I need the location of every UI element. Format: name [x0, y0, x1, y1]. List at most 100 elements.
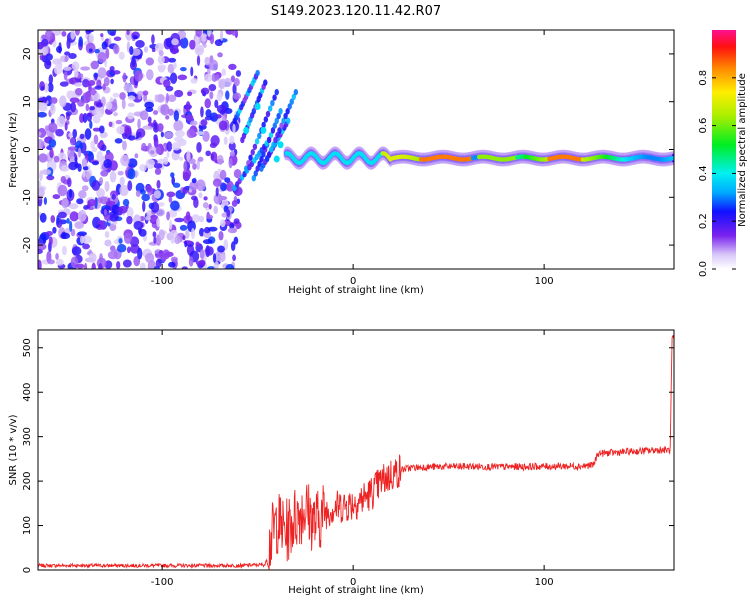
noise-blob [172, 182, 181, 188]
noise-blob [126, 207, 134, 219]
noise-blob [98, 262, 103, 269]
noise-blob [142, 200, 146, 212]
noise-blob [53, 155, 60, 163]
noise-blob [145, 184, 153, 193]
noise-blob [194, 36, 200, 47]
noise-blob [69, 137, 76, 146]
noise-blob [134, 153, 139, 159]
noise-blob [38, 238, 41, 245]
chirp-blob [267, 151, 272, 158]
noise-blob [186, 128, 196, 139]
noise-blob [119, 92, 126, 100]
noise-blob [115, 119, 123, 125]
spectrogram-x-tick-label: 100 [535, 276, 554, 287]
noise-blob [45, 231, 53, 236]
noise-blob [208, 59, 219, 71]
spectrogram-y-tick-label: -10 [22, 189, 33, 205]
noise-blob [119, 184, 129, 197]
noise-blob [170, 229, 178, 237]
spectrogram-x-tick-label: -100 [151, 276, 174, 287]
noise-blob [214, 39, 223, 47]
chirp-blob [261, 121, 266, 129]
noise-blob [53, 64, 63, 75]
noise-blob [127, 112, 134, 120]
noise-blob [38, 50, 45, 56]
noise-blob [170, 172, 175, 178]
chirp-blob [276, 112, 281, 120]
noise-blob [64, 51, 71, 56]
noise-blob [170, 256, 178, 263]
chirp-blob [274, 88, 279, 96]
noise-blob [174, 130, 185, 138]
spectrogram-y-tick-label: 10 [22, 95, 33, 108]
noise-blob [197, 156, 204, 162]
noise-blob [165, 92, 169, 103]
noise-blob [221, 78, 226, 90]
noise-blob [230, 241, 236, 252]
noise-blob [50, 215, 56, 223]
noise-blob [204, 56, 210, 66]
noise-blob [129, 59, 137, 71]
chirp-blob [257, 160, 262, 168]
noise-blob [63, 71, 68, 81]
noise-blob [200, 33, 207, 39]
noise-blob [236, 198, 241, 205]
noise-blob [182, 187, 188, 194]
noise-blob [169, 200, 180, 211]
noise-blob [205, 109, 212, 118]
noise-blob [180, 67, 187, 72]
noise-blob [60, 164, 70, 172]
chirp-blob [289, 98, 294, 105]
noise-blob [97, 52, 107, 64]
noise-blob [105, 200, 116, 206]
noise-blob [88, 252, 97, 263]
noise-blob [209, 91, 214, 100]
noise-blob [68, 161, 78, 171]
noise-blob [127, 95, 136, 101]
noise-blob [185, 114, 194, 122]
noise-blob [173, 110, 180, 122]
chirp-peak [273, 155, 280, 163]
noise-blob [202, 202, 209, 209]
noise-blob [214, 74, 220, 81]
noise-blob [79, 113, 85, 124]
noise-blob [200, 87, 210, 95]
noise-blob [88, 48, 93, 53]
noise-blob [188, 256, 194, 267]
noise-blob [45, 53, 53, 61]
noise-blob [166, 211, 170, 221]
noise-blob [154, 94, 159, 103]
noise-blob [52, 194, 61, 200]
noise-blob [66, 38, 71, 50]
noise-blob [48, 74, 54, 85]
snr-y-axis-label: SNR (10 * v/v) [8, 414, 19, 485]
noise-blob [160, 104, 170, 116]
noise-blob [109, 245, 116, 252]
noise-blob [195, 30, 202, 38]
chirp-blob [255, 165, 260, 172]
noise-blob [174, 235, 181, 245]
noise-blob [194, 44, 205, 56]
noise-blob [47, 82, 54, 93]
noise-blob [77, 147, 82, 158]
noise-blob [56, 215, 60, 226]
chirp-blob [264, 155, 270, 163]
noise-blob [61, 31, 67, 37]
colorbar-tick-label: 0.2 [698, 213, 709, 229]
noise-blob [41, 169, 52, 176]
snr-background [38, 330, 674, 570]
noise-blob [229, 135, 235, 145]
noise-blob [235, 70, 242, 77]
noise-blob [179, 37, 189, 49]
chirp-peak [254, 102, 261, 110]
noise-blob [158, 229, 165, 241]
noise-blob [229, 151, 236, 157]
noise-blob [168, 261, 176, 268]
noise-blob [167, 94, 177, 102]
noise-blob [100, 170, 109, 177]
noise-blob [85, 30, 95, 33]
noise-blob [109, 213, 119, 222]
noise-blob [38, 248, 43, 255]
noise-blob [89, 87, 96, 96]
